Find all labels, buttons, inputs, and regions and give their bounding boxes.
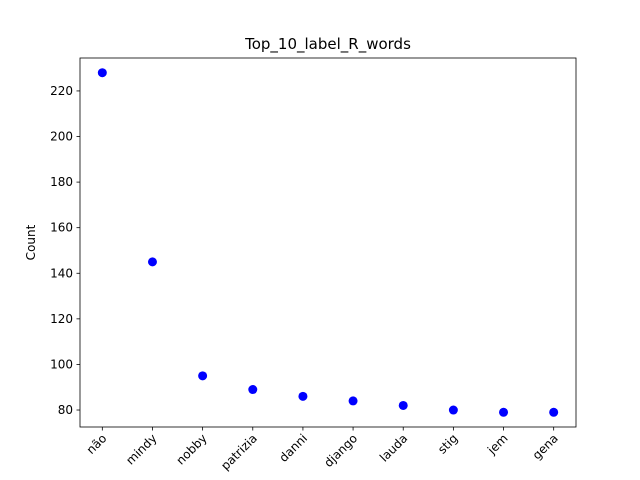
x-tick-label: stig [435,431,460,456]
x-tick-label: danni [276,431,310,465]
x-tick-label: gena [530,431,561,462]
x-tick-label: lauda [377,431,410,464]
plot-area [79,57,577,428]
y-tick-label: 140 [50,266,73,280]
y-axis: 80 100 120 140 160 180 200 220 [50,84,80,417]
x-tick-label: patrizia [218,431,260,473]
y-tick-label: 180 [50,175,73,189]
y-tick-label: 200 [50,130,73,144]
x-tick-label: não [84,431,110,457]
data-point-stig [448,405,458,415]
data-point-mindy [147,257,157,267]
data-point-django [348,396,358,406]
y-tick-label: 160 [50,221,73,235]
data-point-nobby [198,371,208,381]
data-point-patrizia [248,385,258,395]
data-point-jem [499,407,509,417]
y-tick-label: 80 [58,403,73,417]
y-tick-label: 120 [50,312,73,326]
data-points [97,68,559,417]
data-point-não [97,68,107,78]
x-tick-label: mindy [123,431,159,467]
x-axis: não mindy nobby patrizia danni django lauda sti… [84,427,561,473]
x-tick-label: jem [484,431,510,457]
x-tick-label: django [321,431,360,470]
y-tick-label: 220 [50,84,73,98]
y-axis-label: Count [24,224,38,260]
data-point-gena [549,407,559,417]
y-tick-label: 100 [50,357,73,371]
chart-title: Top_10_label_R_words [244,35,411,54]
data-point-lauda [398,400,408,410]
data-point-danni [298,391,308,401]
x-tick-label: nobby [173,431,209,467]
